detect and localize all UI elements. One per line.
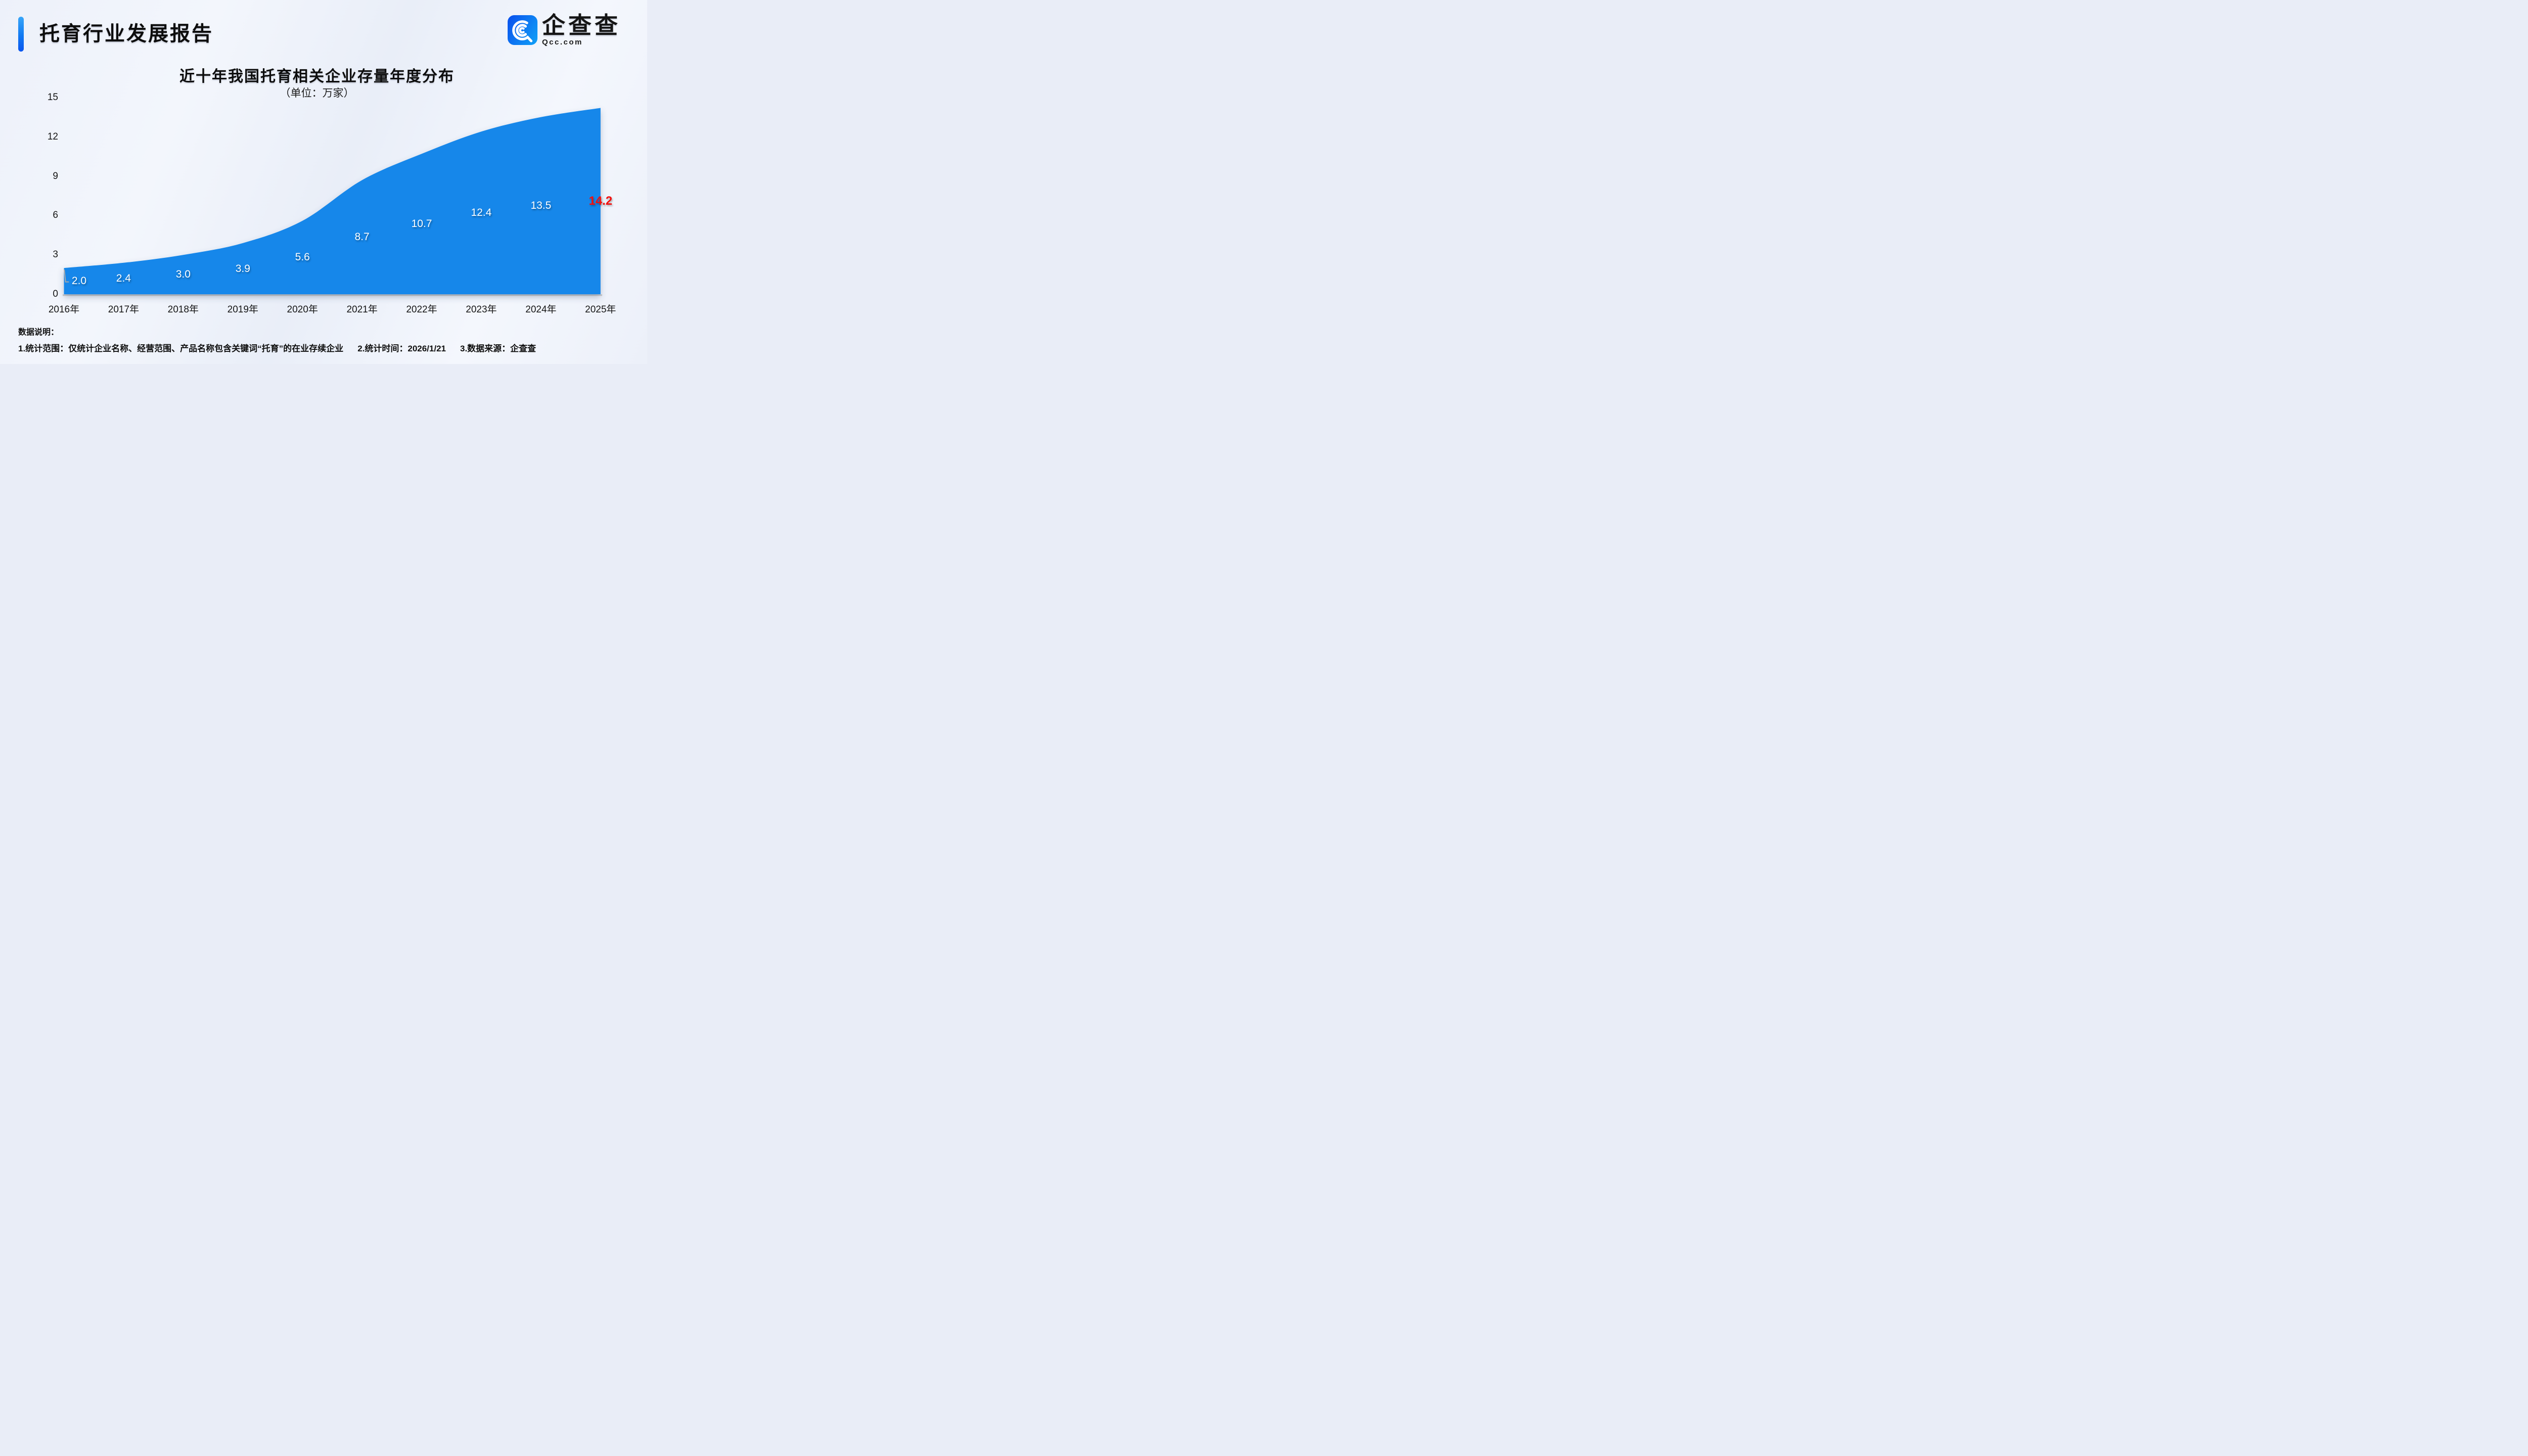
data-point-label: 13.5 [530,199,552,211]
data-point-label: 5.6 [295,251,310,263]
y-tick-label: 15 [47,92,58,103]
data-point-label: 10.7 [411,218,432,230]
x-tick-label: 2021年 [346,304,378,315]
footer-note-scope: 1.统计范围：仅统计企业名称、经营范围、产品名称包含关键词“托育”的在业存续企业 [18,344,344,353]
x-tick-label: 2019年 [227,304,258,315]
brand-domain: Qcc.com [542,38,583,47]
x-tick-label: 2018年 [167,304,199,315]
data-point-label: 8.7 [354,231,370,243]
footer-heading: 数据说明： [18,328,59,337]
data-point-label: 2.4 [116,272,131,284]
x-tick-label: 2017年 [108,304,140,315]
y-tick-label: 3 [53,249,58,260]
chart-subtitle: （单位：万家） [280,87,354,99]
y-tick-label: 12 [47,131,58,142]
data-point-label: 12.4 [471,207,492,219]
x-tick-label: 2020年 [287,304,318,315]
x-tick-label: 2016年 [48,304,80,315]
qcc-logo-icon [508,15,537,45]
data-point-label: 2.0 [71,275,87,287]
title-accent-bar [18,17,24,52]
page-title: 托育行业发展报告 [39,23,213,45]
x-tick-label: 2025年 [585,304,616,315]
footer-note-source: 3.数据来源：企查查 [460,344,536,353]
footer-notes: 1.统计范围：仅统计企业名称、经营范围、产品名称包含关键词“托育”的在业存续企业… [18,341,536,354]
data-point-label: 3.0 [175,268,191,281]
y-tick-label: 0 [53,289,58,300]
footer-note-time: 2.统计时间：2026/1/21 [357,344,446,353]
y-tick-label: 6 [53,210,58,221]
brand-text: 企查查 Qcc.com [542,14,621,47]
data-point-label: 14.2 [589,194,613,208]
data-point-label: 3.9 [235,262,250,275]
brand-name: 企查查 [542,12,621,38]
x-tick-label: 2022年 [406,304,437,315]
report-page: 托育行业发展报告 企查查 Qcc.com 近十年我国托育相关企业存量年度分布 （… [0,0,647,364]
qcc-logo: 企查查 Qcc.com [508,14,621,47]
x-tick-label: 2024年 [525,304,557,315]
chart-title: 近十年我国托育相关企业存量年度分布 [179,68,455,85]
x-tick-label: 2023年 [466,304,497,315]
y-tick-label: 9 [53,170,58,181]
